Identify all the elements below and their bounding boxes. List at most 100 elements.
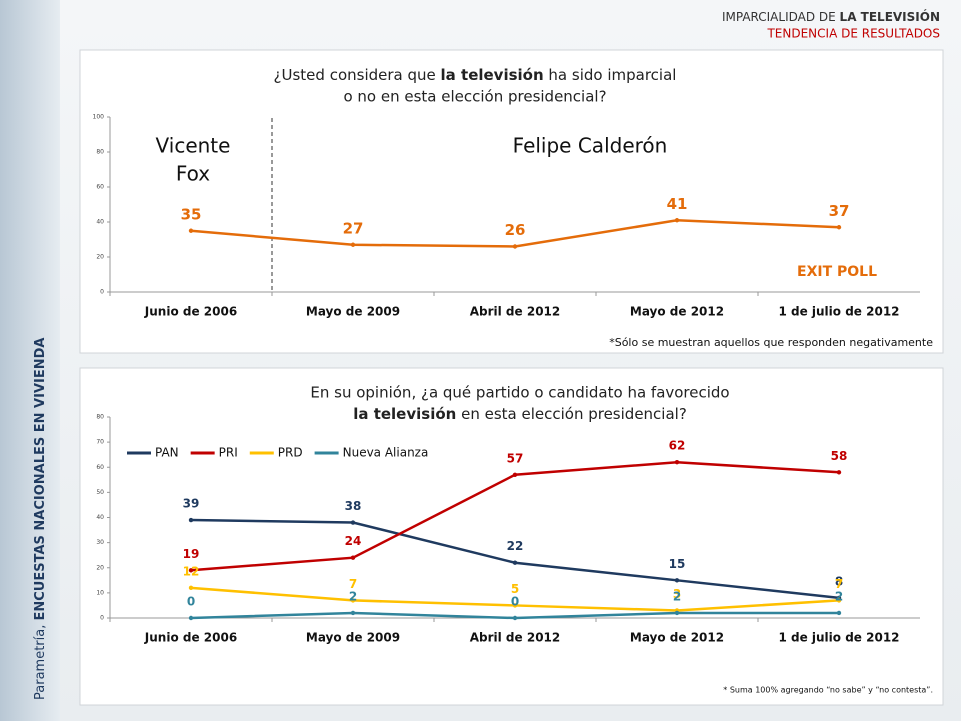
header-subtitle: TENDENCIA DE RESULTADOS — [766, 27, 940, 41]
y-tick-label: 30 — [96, 539, 104, 546]
point — [674, 578, 680, 583]
x-tick-label: Mayo de 2012 — [630, 631, 724, 645]
value-label: 62 — [669, 439, 686, 453]
value-label: 24 — [345, 534, 362, 548]
value-label: 26 — [505, 221, 526, 239]
value-label: 38 — [345, 499, 362, 513]
value-label: 15 — [669, 557, 686, 571]
title-part: en esta elección presidencial? — [456, 405, 686, 423]
value-label: 57 — [507, 451, 524, 465]
panel — [79, 49, 944, 354]
x-tick-label: 1 de julio de 2012 — [778, 631, 899, 645]
value-label: 5 — [511, 582, 519, 596]
title-part: la televisión — [353, 405, 456, 423]
point — [836, 470, 842, 475]
y-tick-label: 40 — [96, 514, 104, 521]
point — [674, 610, 680, 616]
x-tick-label: Mayo de 2009 — [306, 631, 400, 645]
y-tick-label: 20 — [96, 564, 104, 571]
point — [188, 568, 194, 573]
header-title: IMPARCIALIDAD DE LA TELEVISIÓN — [722, 9, 940, 24]
annotation: Felipe Calderón — [513, 134, 668, 158]
value-label: 0 — [187, 595, 195, 609]
annotation: Vicente — [156, 134, 231, 158]
point — [350, 555, 356, 560]
value-label: 22 — [507, 539, 524, 553]
point — [188, 517, 194, 523]
chart-title: la televisión en esta elección presidenc… — [353, 405, 687, 423]
panel — [79, 367, 944, 706]
value-label: 0 — [511, 595, 519, 609]
value-label: 58 — [831, 449, 848, 463]
legend-label: PRD — [278, 446, 303, 460]
legend-label: PAN — [155, 446, 179, 460]
value-label: 7 — [349, 577, 357, 591]
point — [188, 228, 194, 233]
value-label: 12 — [183, 564, 200, 578]
y-tick-label: 60 — [96, 464, 104, 471]
annotation: Fox — [176, 162, 210, 186]
point — [674, 460, 680, 465]
value-label: 2 — [835, 589, 843, 603]
side-strip — [0, 0, 60, 721]
title-part: ha sido imparcial — [544, 66, 677, 84]
note: * Suma 100% agregando “no sabe” y “no co… — [723, 686, 933, 695]
side-text: Parametría, ENCUESTAS NACIONALES EN VIVI… — [33, 338, 48, 700]
chart-title: o no en esta elección presidencial? — [343, 88, 606, 106]
value-label: 35 — [181, 205, 202, 223]
y-tick-label: 100 — [93, 114, 105, 121]
value-label: 27 — [343, 219, 364, 237]
y-tick-label: 50 — [96, 489, 104, 496]
point — [188, 585, 194, 591]
side-plain: Parametría, — [33, 621, 48, 700]
legend-label: Nueva Alianza — [343, 446, 429, 460]
side-bold: ENCUESTAS NACIONALES EN VIVIENDA — [33, 338, 48, 621]
y-tick-label: 60 — [96, 184, 104, 191]
x-tick-label: Mayo de 2012 — [630, 305, 724, 319]
annotation: EXIT POLL — [797, 264, 877, 280]
y-tick-label: 0 — [100, 615, 104, 622]
point — [512, 603, 518, 608]
value-label: 8 — [835, 574, 843, 588]
y-tick-label: 80 — [96, 414, 104, 421]
value-label: 2 — [349, 589, 357, 603]
header-plain: IMPARCIALIDAD DE — [722, 10, 840, 24]
y-tick-label: 80 — [96, 149, 104, 156]
title-part: la televisión — [441, 66, 544, 84]
y-tick-label: 10 — [96, 589, 104, 596]
value-label: 7 — [835, 577, 843, 591]
x-tick-label: Mayo de 2009 — [306, 305, 400, 319]
y-tick-label: 20 — [96, 254, 104, 261]
point — [836, 225, 842, 230]
point — [188, 615, 194, 621]
x-tick-label: Abril de 2012 — [470, 631, 561, 645]
chart-title: ¿Usted considera que la televisión ha si… — [274, 66, 677, 84]
x-tick-label: 1 de julio de 2012 — [778, 305, 899, 319]
value-label: 37 — [829, 202, 850, 220]
header-bold: LA TELEVISIÓN — [840, 9, 940, 24]
value-label: 3 — [673, 587, 681, 601]
chart-title: En su opinión, ¿a qué partido o candidat… — [310, 384, 729, 402]
legend-label: PRI — [219, 446, 238, 460]
point — [512, 615, 518, 621]
x-tick-label: Junio de 2006 — [144, 631, 237, 645]
y-tick-label: 0 — [100, 289, 104, 296]
point — [836, 598, 842, 603]
point — [350, 520, 356, 525]
value-label: 2 — [673, 589, 681, 603]
x-tick-label: Abril de 2012 — [470, 305, 561, 319]
point — [350, 598, 356, 603]
x-tick-label: Junio de 2006 — [144, 305, 237, 319]
y-tick-label: 40 — [96, 219, 104, 226]
y-tick-label: 70 — [96, 439, 104, 446]
point — [836, 610, 842, 616]
value-label: 39 — [183, 497, 200, 511]
value-label: 19 — [183, 547, 200, 561]
point — [512, 244, 518, 249]
point — [674, 218, 680, 223]
point — [512, 472, 518, 477]
point — [512, 560, 518, 565]
value-label: 41 — [667, 195, 688, 213]
note: *Sólo se muestran aquellos que responden… — [609, 336, 933, 349]
